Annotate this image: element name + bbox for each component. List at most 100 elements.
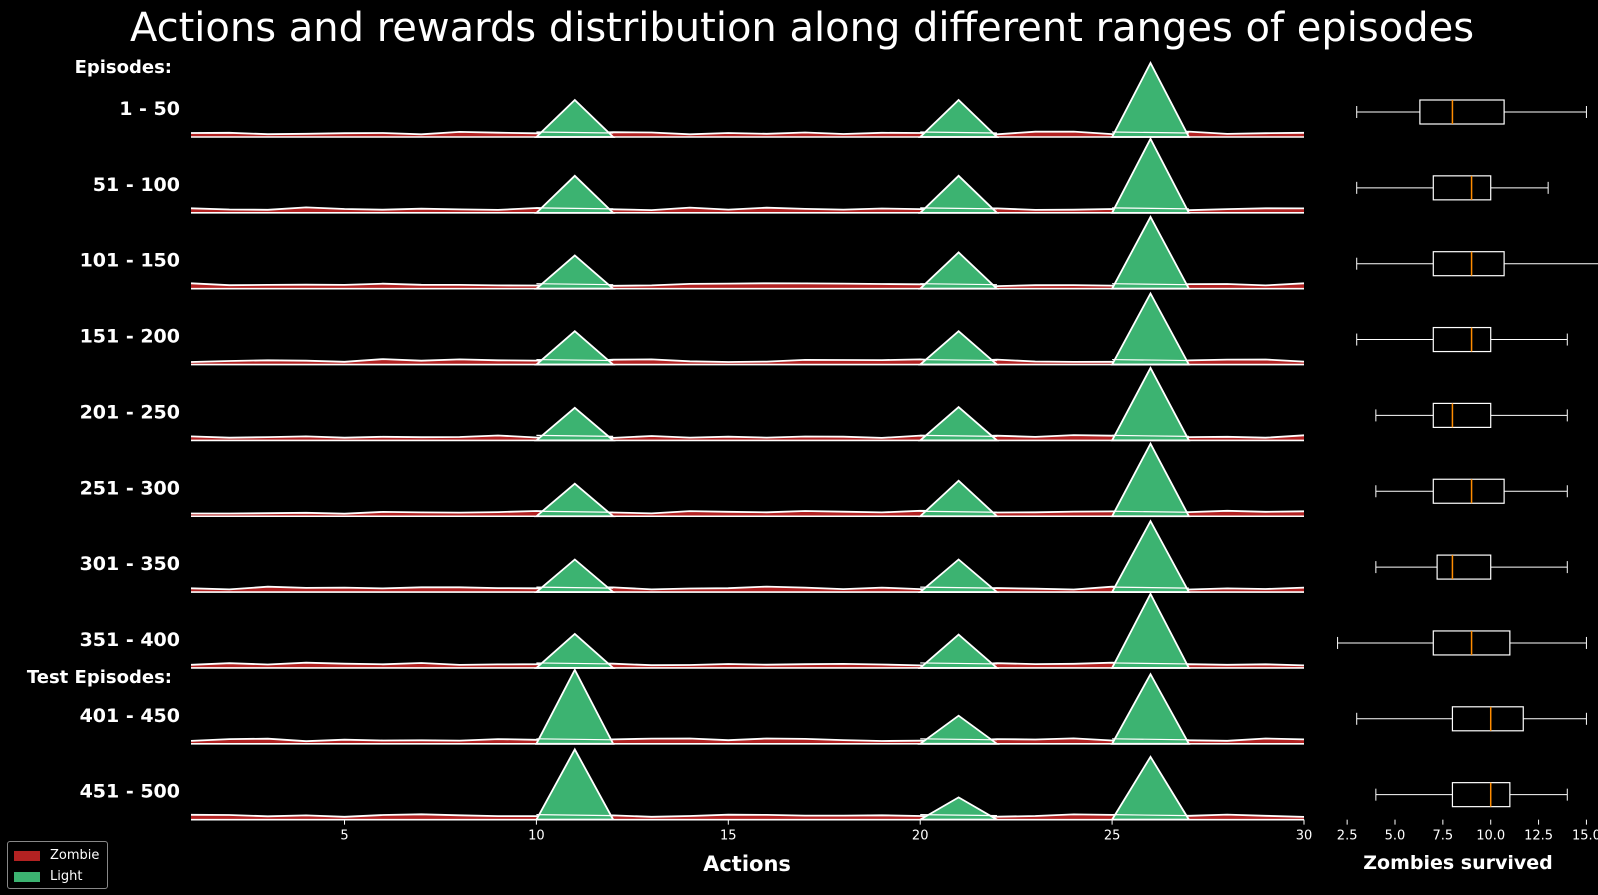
zombie-area — [191, 510, 1304, 517]
x-tick-label: 15 — [720, 829, 737, 844]
light-peak — [1110, 214, 1191, 290]
light-peak — [534, 174, 616, 214]
light-peak — [1110, 755, 1191, 821]
light-peak-base — [920, 510, 997, 513]
legend-swatch-light — [14, 871, 40, 882]
row-label: 251 - 300 — [80, 477, 180, 499]
light-peak-base — [920, 283, 997, 286]
row-label: 301 - 350 — [80, 553, 180, 575]
episodes-group-header: Episodes: — [75, 57, 172, 78]
light-peak-base — [1112, 207, 1189, 210]
box-iqr — [1432, 326, 1492, 353]
box-x-tick-label: 10.0 — [1476, 829, 1505, 844]
x-tick-label: 20 — [912, 829, 929, 844]
row-label: 351 - 400 — [80, 629, 180, 651]
light-peak-base — [536, 662, 614, 665]
ridge-row: 401 - 450 — [80, 667, 1587, 745]
box-x-tick-label: 15.0 — [1572, 829, 1598, 844]
legend-item-zombie: Zombie — [14, 845, 101, 866]
x-tick-label: 25 — [1104, 829, 1121, 844]
light-peak-base — [1112, 662, 1189, 665]
zombie-area — [191, 283, 1304, 289]
light-peak-base — [1112, 510, 1189, 513]
boxplot — [1356, 99, 1587, 125]
light-peak — [534, 98, 616, 138]
legend-swatch-zombie — [14, 850, 40, 861]
box-x-tick-label: 12.5 — [1524, 829, 1553, 844]
light-peak-base — [1112, 358, 1189, 362]
test-episodes-group-header: Test Episodes: — [27, 667, 172, 688]
box-iqr — [1451, 706, 1524, 732]
x-tick-label: 30 — [1296, 829, 1313, 844]
legend-label-zombie: Zombie — [50, 848, 100, 863]
light-peak — [1110, 672, 1191, 745]
legend-label-light: Light — [50, 869, 83, 884]
zombie-area — [191, 207, 1304, 213]
ridge-row: 1 - 50 — [119, 61, 1587, 138]
row-label: 51 - 100 — [93, 174, 180, 196]
light-peak-base — [920, 131, 997, 134]
ridge-row: 451 - 500 — [80, 747, 1568, 821]
chart-title: Actions and rewards distribution along d… — [130, 5, 1474, 51]
light-peak — [1110, 291, 1191, 366]
row-label: 201 - 250 — [80, 401, 180, 423]
light-peak-base — [1112, 131, 1189, 134]
boxplot — [1375, 478, 1568, 504]
light-peak-base — [536, 586, 614, 589]
box-x-axis-label: Zombies survived — [1363, 852, 1553, 874]
light-peak — [1110, 61, 1191, 138]
x-axis: 5 10 15 20 25 30 — [340, 819, 1313, 844]
ridge-rows: 1 - 50 51 - 100 101 - 150 151 - 200 201 - 25… — [80, 61, 1598, 821]
boxplot — [1375, 782, 1568, 808]
light-peak-base — [1112, 814, 1189, 817]
row-label: 401 - 450 — [80, 705, 180, 727]
box-iqr — [1436, 554, 1492, 580]
light-peak-base — [920, 434, 997, 437]
light-peak-base — [536, 283, 614, 286]
light-peak — [1110, 519, 1191, 593]
box-x-tick-label: 2.5 — [1337, 829, 1358, 844]
light-peak — [1110, 136, 1191, 214]
light-peak-base — [536, 738, 614, 741]
light-peak-base — [1112, 586, 1189, 589]
light-peak — [916, 796, 1001, 821]
x-tick-label: 5 — [340, 829, 348, 844]
light-peak-base — [536, 207, 614, 210]
boxplot — [1356, 706, 1587, 732]
light-peak — [917, 98, 1000, 138]
ridge-row: 201 - 250 — [80, 365, 1568, 442]
box-iqr — [1432, 251, 1505, 277]
row-label: 451 - 500 — [80, 781, 180, 803]
x-axis-label: Actions — [703, 852, 791, 876]
box-x-tick-label: 5.0 — [1385, 829, 1406, 844]
light-peak-base — [1112, 434, 1189, 437]
ridge-row: 151 - 200 — [80, 291, 1568, 366]
light-peak-base — [536, 434, 614, 437]
row-label: 101 - 150 — [80, 250, 180, 272]
ridge-row: 101 - 150 — [80, 214, 1598, 290]
light-peak-base — [536, 510, 614, 513]
ridge-row: 51 - 100 — [93, 136, 1549, 214]
ridge-row: 351 - 400 — [80, 591, 1587, 669]
light-peak — [917, 174, 1000, 214]
light-peak-base — [536, 814, 614, 817]
light-peak — [1110, 441, 1191, 518]
light-peak-base — [536, 358, 614, 362]
ridge-row: 251 - 300 — [80, 441, 1568, 518]
row-label: 1 - 50 — [119, 98, 180, 120]
boxplot — [1356, 251, 1598, 277]
light-peak-base — [920, 662, 997, 665]
box-x-axis: 2.5 5.0 7.5 10.0 12.5 15.0 — [1337, 819, 1598, 844]
legend: Zombie Light — [7, 841, 108, 889]
light-peak-base — [536, 131, 614, 134]
light-peak-base — [920, 586, 997, 589]
light-peak-base — [920, 358, 997, 362]
boxplot — [1356, 175, 1549, 201]
light-peak-base — [920, 207, 997, 210]
light-peak — [534, 667, 615, 745]
light-peak — [1110, 365, 1191, 442]
box-iqr — [1432, 175, 1492, 201]
box-iqr — [1432, 402, 1492, 428]
boxplot — [1375, 402, 1568, 428]
